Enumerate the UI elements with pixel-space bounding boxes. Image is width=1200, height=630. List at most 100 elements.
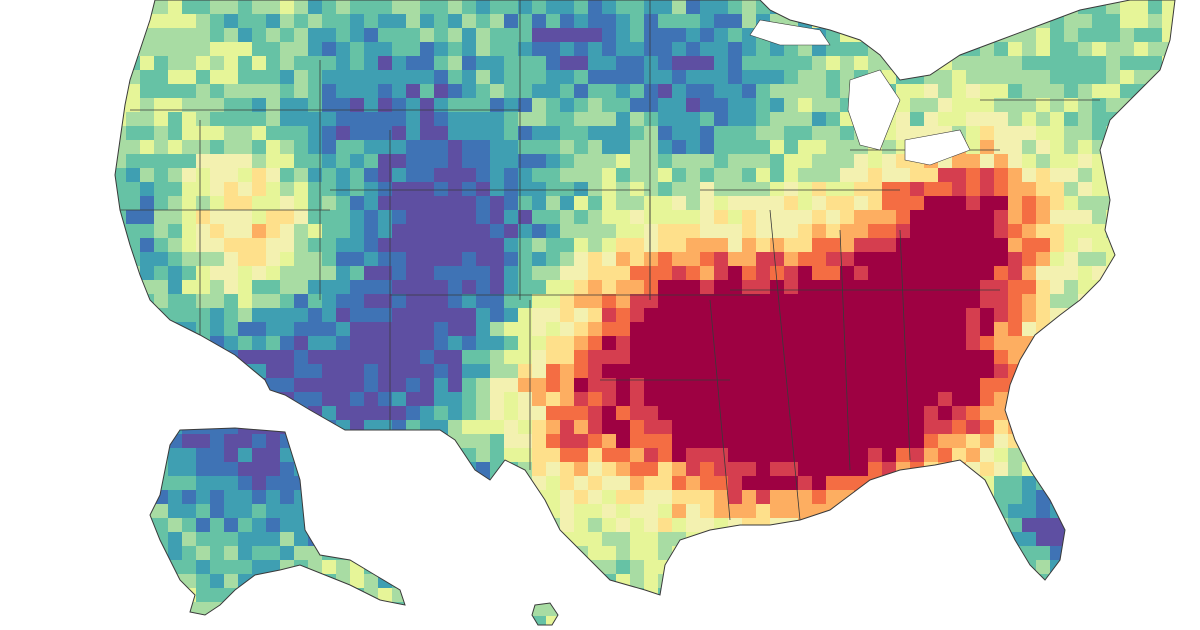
county-cell <box>350 266 365 281</box>
county-cell <box>1092 448 1107 463</box>
county-cell <box>28 518 43 533</box>
county-cell <box>1022 266 1037 281</box>
county-cell <box>826 406 841 421</box>
county-cell <box>1022 294 1037 309</box>
county-cell <box>700 182 715 197</box>
county-cell <box>280 280 295 295</box>
county-cell <box>840 350 855 365</box>
county-cell <box>1176 266 1191 281</box>
county-cell <box>1176 448 1191 463</box>
county-cell <box>1092 574 1107 589</box>
county-cell <box>70 532 85 547</box>
county-cell <box>1162 336 1175 351</box>
county-cell <box>196 308 211 323</box>
county-cell <box>308 168 323 183</box>
county-cell <box>784 266 799 281</box>
county-cell <box>115 182 127 197</box>
county-cell <box>266 98 281 113</box>
county-cell <box>938 350 953 365</box>
county-cell <box>882 140 897 155</box>
county-cell <box>476 420 491 435</box>
county-cell <box>280 518 295 533</box>
county-cell <box>882 56 897 71</box>
county-cell <box>378 252 393 267</box>
county-cell <box>728 56 743 71</box>
county-cell <box>504 322 519 337</box>
county-cell <box>686 14 701 29</box>
county-cell <box>560 602 575 617</box>
county-cell <box>1050 252 1065 267</box>
county-cell <box>238 448 253 463</box>
county-cell <box>1022 140 1037 155</box>
county-cell <box>1148 266 1163 281</box>
county-cell <box>364 196 379 211</box>
county-cell <box>1148 336 1163 351</box>
county-cell <box>1106 560 1121 575</box>
county-cell <box>966 70 981 85</box>
county-cell <box>560 140 575 155</box>
county-cell <box>742 98 757 113</box>
county-cell <box>1078 112 1093 127</box>
county-cell <box>952 364 967 379</box>
county-cell <box>1106 392 1121 407</box>
county-cell <box>308 350 323 365</box>
county-cell <box>224 462 239 477</box>
county-cell <box>1008 602 1023 617</box>
county-cell <box>252 504 267 519</box>
county-cell <box>115 434 127 449</box>
county-cell <box>224 364 239 379</box>
county-cell <box>364 14 379 29</box>
county-cell <box>280 350 295 365</box>
county-cell <box>322 182 337 197</box>
county-cell <box>644 112 659 127</box>
county-cell <box>700 350 715 365</box>
county-cell <box>56 196 71 211</box>
county-cell <box>308 140 323 155</box>
county-cell <box>910 392 925 407</box>
county-cell <box>182 476 197 491</box>
county-cell <box>868 574 883 589</box>
county-cell <box>686 140 701 155</box>
county-cell <box>1120 196 1135 211</box>
county-cell <box>882 560 897 575</box>
county-cell <box>392 98 407 113</box>
county-cell <box>490 98 505 113</box>
county-cell <box>56 532 71 547</box>
county-cell <box>115 546 127 561</box>
county-cell <box>980 462 995 477</box>
county-cell <box>1064 574 1079 589</box>
county-cell <box>1176 84 1191 99</box>
county-cell <box>210 266 225 281</box>
county-cell <box>42 462 57 477</box>
county-cell <box>196 406 211 421</box>
county-cell <box>924 378 939 393</box>
county-cell <box>140 364 155 379</box>
county-cell <box>1176 280 1191 295</box>
county-cell <box>1022 420 1037 435</box>
county-cell <box>714 504 729 519</box>
county-cell <box>448 70 463 85</box>
county-cell <box>182 84 197 99</box>
county-cell <box>406 196 421 211</box>
county-cell <box>1176 154 1191 169</box>
county-cell <box>1008 112 1023 127</box>
county-cell <box>602 224 617 239</box>
county-cell <box>14 560 29 575</box>
county-cell <box>350 0 365 15</box>
county-cell <box>140 112 155 127</box>
county-cell <box>728 154 743 169</box>
county-cell <box>490 616 505 625</box>
county-cell <box>532 448 547 463</box>
county-cell <box>238 616 253 625</box>
county-cell <box>812 560 827 575</box>
county-cell <box>266 294 281 309</box>
county-cell <box>84 70 99 85</box>
county-cell <box>882 210 897 225</box>
county-cell <box>728 308 743 323</box>
county-cell <box>336 308 351 323</box>
county-cell <box>868 308 883 323</box>
county-cell <box>1176 70 1191 85</box>
county-cell <box>1148 84 1163 99</box>
county-cell <box>462 224 477 239</box>
county-cell <box>70 574 85 589</box>
